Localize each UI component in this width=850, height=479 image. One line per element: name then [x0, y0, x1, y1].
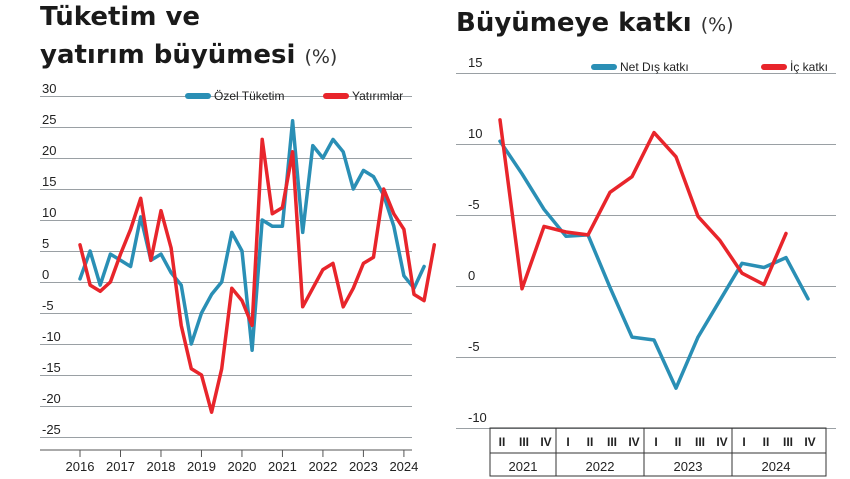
year-label: 2024	[762, 459, 791, 474]
y-tick-label: 0	[42, 267, 49, 282]
x-tick-label: 2020	[227, 459, 256, 474]
y-tick-label: -5	[42, 298, 54, 313]
quarter-label: IV	[716, 435, 727, 449]
x-tick-label: 2018	[147, 459, 176, 474]
series-line-yatirimlar	[78, 137, 437, 414]
y-tick-label: 0	[468, 268, 475, 283]
quarter-label: III	[519, 435, 529, 449]
y-tick-label: -15	[42, 360, 61, 375]
year-label: 2021	[509, 459, 538, 474]
year-label: 2023	[674, 459, 703, 474]
left-chart-panel: Tüketim ve yatırım büyümesi (%) 30 25 20 15…	[40, 2, 437, 474]
left-line-chart: 30 25 20 15 10 5 0 -5 -10 -15 -20 -25 2016 2017 2018 20…	[40, 81, 437, 474]
legend-label: Yatırımlar	[352, 89, 403, 103]
quarter-label: I	[742, 435, 745, 449]
y-tick-label: 25	[42, 112, 56, 127]
year-label: 2022	[586, 459, 615, 474]
x-tick-label: 2023	[349, 459, 378, 474]
y-tick-label: -10	[42, 329, 61, 344]
right-chart-title-text: Büyümeye katkı	[456, 8, 692, 38]
y-tick-label: -20	[42, 391, 61, 406]
y-tick-label: 15	[468, 55, 482, 70]
right-chart-unit: (%)	[700, 14, 734, 36]
quarter-label: III	[695, 435, 705, 449]
quarter-label: I	[566, 435, 569, 449]
y-tick-label: 5	[42, 236, 49, 251]
quarter-label: II	[763, 435, 770, 449]
x-tick-label: 2017	[106, 459, 135, 474]
y-tick-label: 10	[468, 126, 482, 141]
series-line-ic-katki	[498, 118, 788, 291]
y-tick-label: 10	[42, 205, 56, 220]
quarter-label: IV	[804, 435, 815, 449]
quarter-label: IV	[628, 435, 639, 449]
left-chart-unit: (%)	[304, 46, 338, 68]
left-chart-title-line1: Tüketim ve	[40, 2, 201, 32]
quarter-label: III	[607, 435, 617, 449]
y-tick-label: 20	[42, 143, 56, 158]
y-tick-label: 15	[42, 174, 56, 189]
x-tick-label: 2024	[389, 459, 418, 474]
quarter-label: III	[783, 435, 793, 449]
quarter-label: IV	[540, 435, 551, 449]
series-line-net-dis-katki	[498, 139, 810, 390]
left-chart-title-line2: yatırım büyümesi (%)	[40, 40, 337, 70]
x-tick-label: 2021	[268, 459, 297, 474]
y-tick-label: -10	[468, 410, 487, 425]
y-tick-label: -5	[468, 197, 480, 212]
y-tick-label: -25	[42, 422, 61, 437]
x-axis-frame	[489, 427, 827, 477]
legend-label: Özel Tüketim	[214, 89, 284, 103]
x-tick-label: 2019	[187, 459, 216, 474]
series-line-ozel-tuketim	[78, 119, 426, 352]
x-tick-label: 2022	[308, 459, 337, 474]
y-tick-label: 30	[42, 81, 56, 96]
legend-label: Net Dış katkı	[620, 60, 689, 74]
quarter-label: II	[587, 435, 594, 449]
quarter-label: II	[499, 435, 506, 449]
right-chart-title: Büyümeye katkı (%)	[456, 8, 734, 38]
quarter-label: I	[654, 435, 657, 449]
x-tick-label: 2016	[66, 459, 95, 474]
right-chart-panel: Büyümeye katkı (%) 15 10 -5 0 -5 -10 II III IV I I…	[446, 0, 850, 479]
legend-label: İç katkı	[790, 60, 828, 74]
left-chart-title-text: yatırım büyümesi	[40, 40, 296, 70]
y-tick-label: -5	[468, 339, 480, 354]
quarter-label: II	[675, 435, 682, 449]
